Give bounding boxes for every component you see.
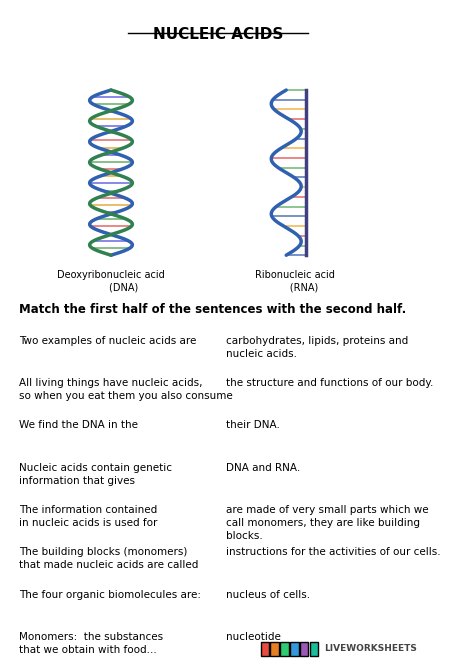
FancyBboxPatch shape	[280, 642, 289, 656]
Text: NUCLEIC ACIDS: NUCLEIC ACIDS	[153, 27, 283, 42]
FancyBboxPatch shape	[271, 642, 279, 656]
Text: their DNA.: their DNA.	[227, 420, 280, 430]
Text: The four organic biomolecules are:: The four organic biomolecules are:	[19, 589, 201, 599]
FancyBboxPatch shape	[310, 642, 318, 656]
Text: Monomers:  the substances
that we obtain with food...: Monomers: the substances that we obtain …	[19, 632, 163, 655]
Text: Ribonucleic acid
      (RNA): Ribonucleic acid (RNA)	[255, 270, 335, 292]
Text: the structure and functions of our body.: the structure and functions of our body.	[227, 378, 434, 388]
Text: LIVEWORKSHEETS: LIVEWORKSHEETS	[324, 644, 417, 654]
Text: The building blocks (monomers)
that made nucleic acids are called: The building blocks (monomers) that made…	[19, 547, 199, 571]
Text: DNA and RNA.: DNA and RNA.	[227, 463, 301, 473]
FancyBboxPatch shape	[300, 642, 309, 656]
Text: Deoxyribonucleic acid
        (DNA): Deoxyribonucleic acid (DNA)	[57, 270, 165, 292]
Text: We find the DNA in the: We find the DNA in the	[19, 420, 138, 430]
Text: instructions for the activities of our cells.: instructions for the activities of our c…	[227, 547, 441, 557]
Text: Match the first half of the sentences with the second half.: Match the first half of the sentences wi…	[19, 303, 406, 316]
Text: nucleus of cells.: nucleus of cells.	[227, 589, 310, 599]
Text: Nucleic acids contain genetic
information that gives: Nucleic acids contain genetic informatio…	[19, 463, 172, 486]
Text: All living things have nucleic acids,
so when you eat them you also consume: All living things have nucleic acids, so…	[19, 378, 233, 401]
FancyBboxPatch shape	[261, 642, 269, 656]
FancyBboxPatch shape	[290, 642, 299, 656]
Text: The information contained
in nucleic acids is used for: The information contained in nucleic aci…	[19, 505, 157, 528]
Text: carbohydrates, lipids, proteins and
nucleic acids.: carbohydrates, lipids, proteins and nucl…	[227, 336, 409, 359]
Text: Two examples of nucleic acids are: Two examples of nucleic acids are	[19, 336, 197, 346]
Text: are made of very small parts which we
call monomers, they are like building
bloc: are made of very small parts which we ca…	[227, 505, 429, 541]
Text: nucleotide: nucleotide	[227, 632, 281, 642]
